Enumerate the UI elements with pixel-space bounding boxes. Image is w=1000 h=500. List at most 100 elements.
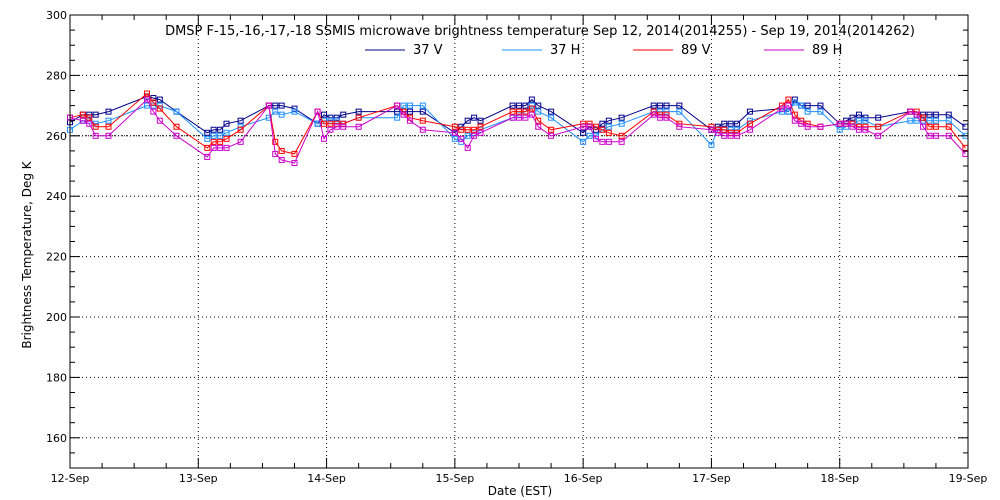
data-point	[321, 120, 328, 127]
data-point	[333, 114, 340, 121]
data-point	[210, 138, 217, 145]
data-point	[278, 111, 285, 118]
data-point	[605, 117, 612, 124]
data-point	[907, 108, 914, 115]
data-point	[817, 102, 824, 109]
data-point	[932, 132, 939, 139]
data-point	[791, 99, 798, 106]
data-point	[721, 132, 728, 139]
data-point	[605, 129, 612, 136]
legend-label: 37 H	[550, 43, 580, 58]
data-point	[509, 114, 516, 121]
data-point	[804, 102, 811, 109]
data-point	[535, 117, 542, 124]
data-point	[605, 123, 612, 130]
data-point	[798, 102, 805, 109]
x-tick-label: 19-Sep	[949, 472, 988, 485]
data-point	[618, 132, 625, 139]
data-point	[406, 117, 413, 124]
data-point	[528, 96, 535, 103]
data-point	[173, 123, 180, 130]
data-point	[535, 108, 542, 115]
data-point	[913, 117, 920, 124]
data-point	[605, 138, 612, 145]
data-point	[714, 126, 721, 133]
data-point	[599, 120, 606, 127]
data-point	[105, 123, 112, 130]
data-point	[727, 120, 734, 127]
data-point	[785, 96, 792, 103]
data-point	[464, 117, 471, 124]
data-point	[406, 102, 413, 109]
data-point	[913, 111, 920, 118]
data-point	[394, 102, 401, 109]
data-point	[836, 120, 843, 127]
data-point	[394, 108, 401, 115]
data-point	[278, 147, 285, 154]
data-point	[204, 144, 211, 151]
data-point	[272, 138, 279, 145]
data-point	[327, 120, 334, 127]
legend-item: 89 V	[633, 43, 711, 58]
data-point	[92, 111, 99, 118]
data-point	[477, 123, 484, 130]
data-point	[920, 114, 927, 121]
x-axis-label: Date (EST)	[488, 484, 552, 498]
x-tick-label: 12-Sep	[51, 472, 90, 485]
data-point	[932, 117, 939, 124]
data-point	[849, 114, 856, 121]
data-point	[204, 153, 211, 160]
data-point	[875, 114, 882, 121]
data-point	[291, 108, 298, 115]
data-point	[804, 108, 811, 115]
data-point	[721, 120, 728, 127]
y-tick-label: 160	[46, 432, 67, 445]
data-point	[548, 114, 555, 121]
legend-item: 37 H	[502, 43, 580, 58]
series-89-h	[67, 96, 969, 166]
data-point	[875, 123, 882, 130]
data-point	[419, 108, 426, 115]
data-point	[150, 108, 157, 115]
data-point	[778, 105, 785, 112]
data-point	[592, 123, 599, 130]
data-point	[862, 114, 869, 121]
data-point	[419, 102, 426, 109]
data-point	[817, 108, 824, 115]
data-point	[862, 117, 869, 124]
data-point	[156, 96, 163, 103]
x-tick-label: 16-Sep	[564, 472, 603, 485]
data-point	[321, 111, 328, 118]
data-point	[714, 123, 721, 130]
data-point	[458, 126, 465, 133]
y-tick-label: 200	[46, 311, 67, 324]
data-point	[173, 132, 180, 139]
y-tick-label: 220	[46, 251, 67, 264]
data-point	[663, 114, 670, 121]
data-point	[746, 108, 753, 115]
data-point	[400, 102, 407, 109]
chart-title: DMSP F-15,-16,-17,-18 SSMIS microwave br…	[165, 24, 915, 39]
data-point	[785, 102, 792, 109]
data-point	[663, 111, 670, 118]
grid-layer	[70, 14, 968, 468]
data-point	[516, 108, 522, 115]
data-point	[727, 132, 734, 139]
data-point	[535, 102, 542, 109]
x-tick-label: 13-Sep	[179, 472, 218, 485]
data-point	[217, 144, 224, 151]
data-point	[932, 123, 939, 130]
data-point	[592, 135, 599, 142]
data-point	[650, 108, 657, 115]
data-point	[477, 129, 484, 136]
data-point	[926, 132, 933, 139]
data-point	[516, 102, 522, 109]
data-point	[237, 126, 244, 133]
data-point	[143, 96, 150, 103]
data-point	[817, 123, 824, 130]
y-tick-label: 260	[46, 130, 67, 143]
data-point	[535, 123, 542, 130]
data-point	[650, 102, 657, 109]
data-point	[836, 126, 843, 133]
data-point	[223, 129, 230, 136]
